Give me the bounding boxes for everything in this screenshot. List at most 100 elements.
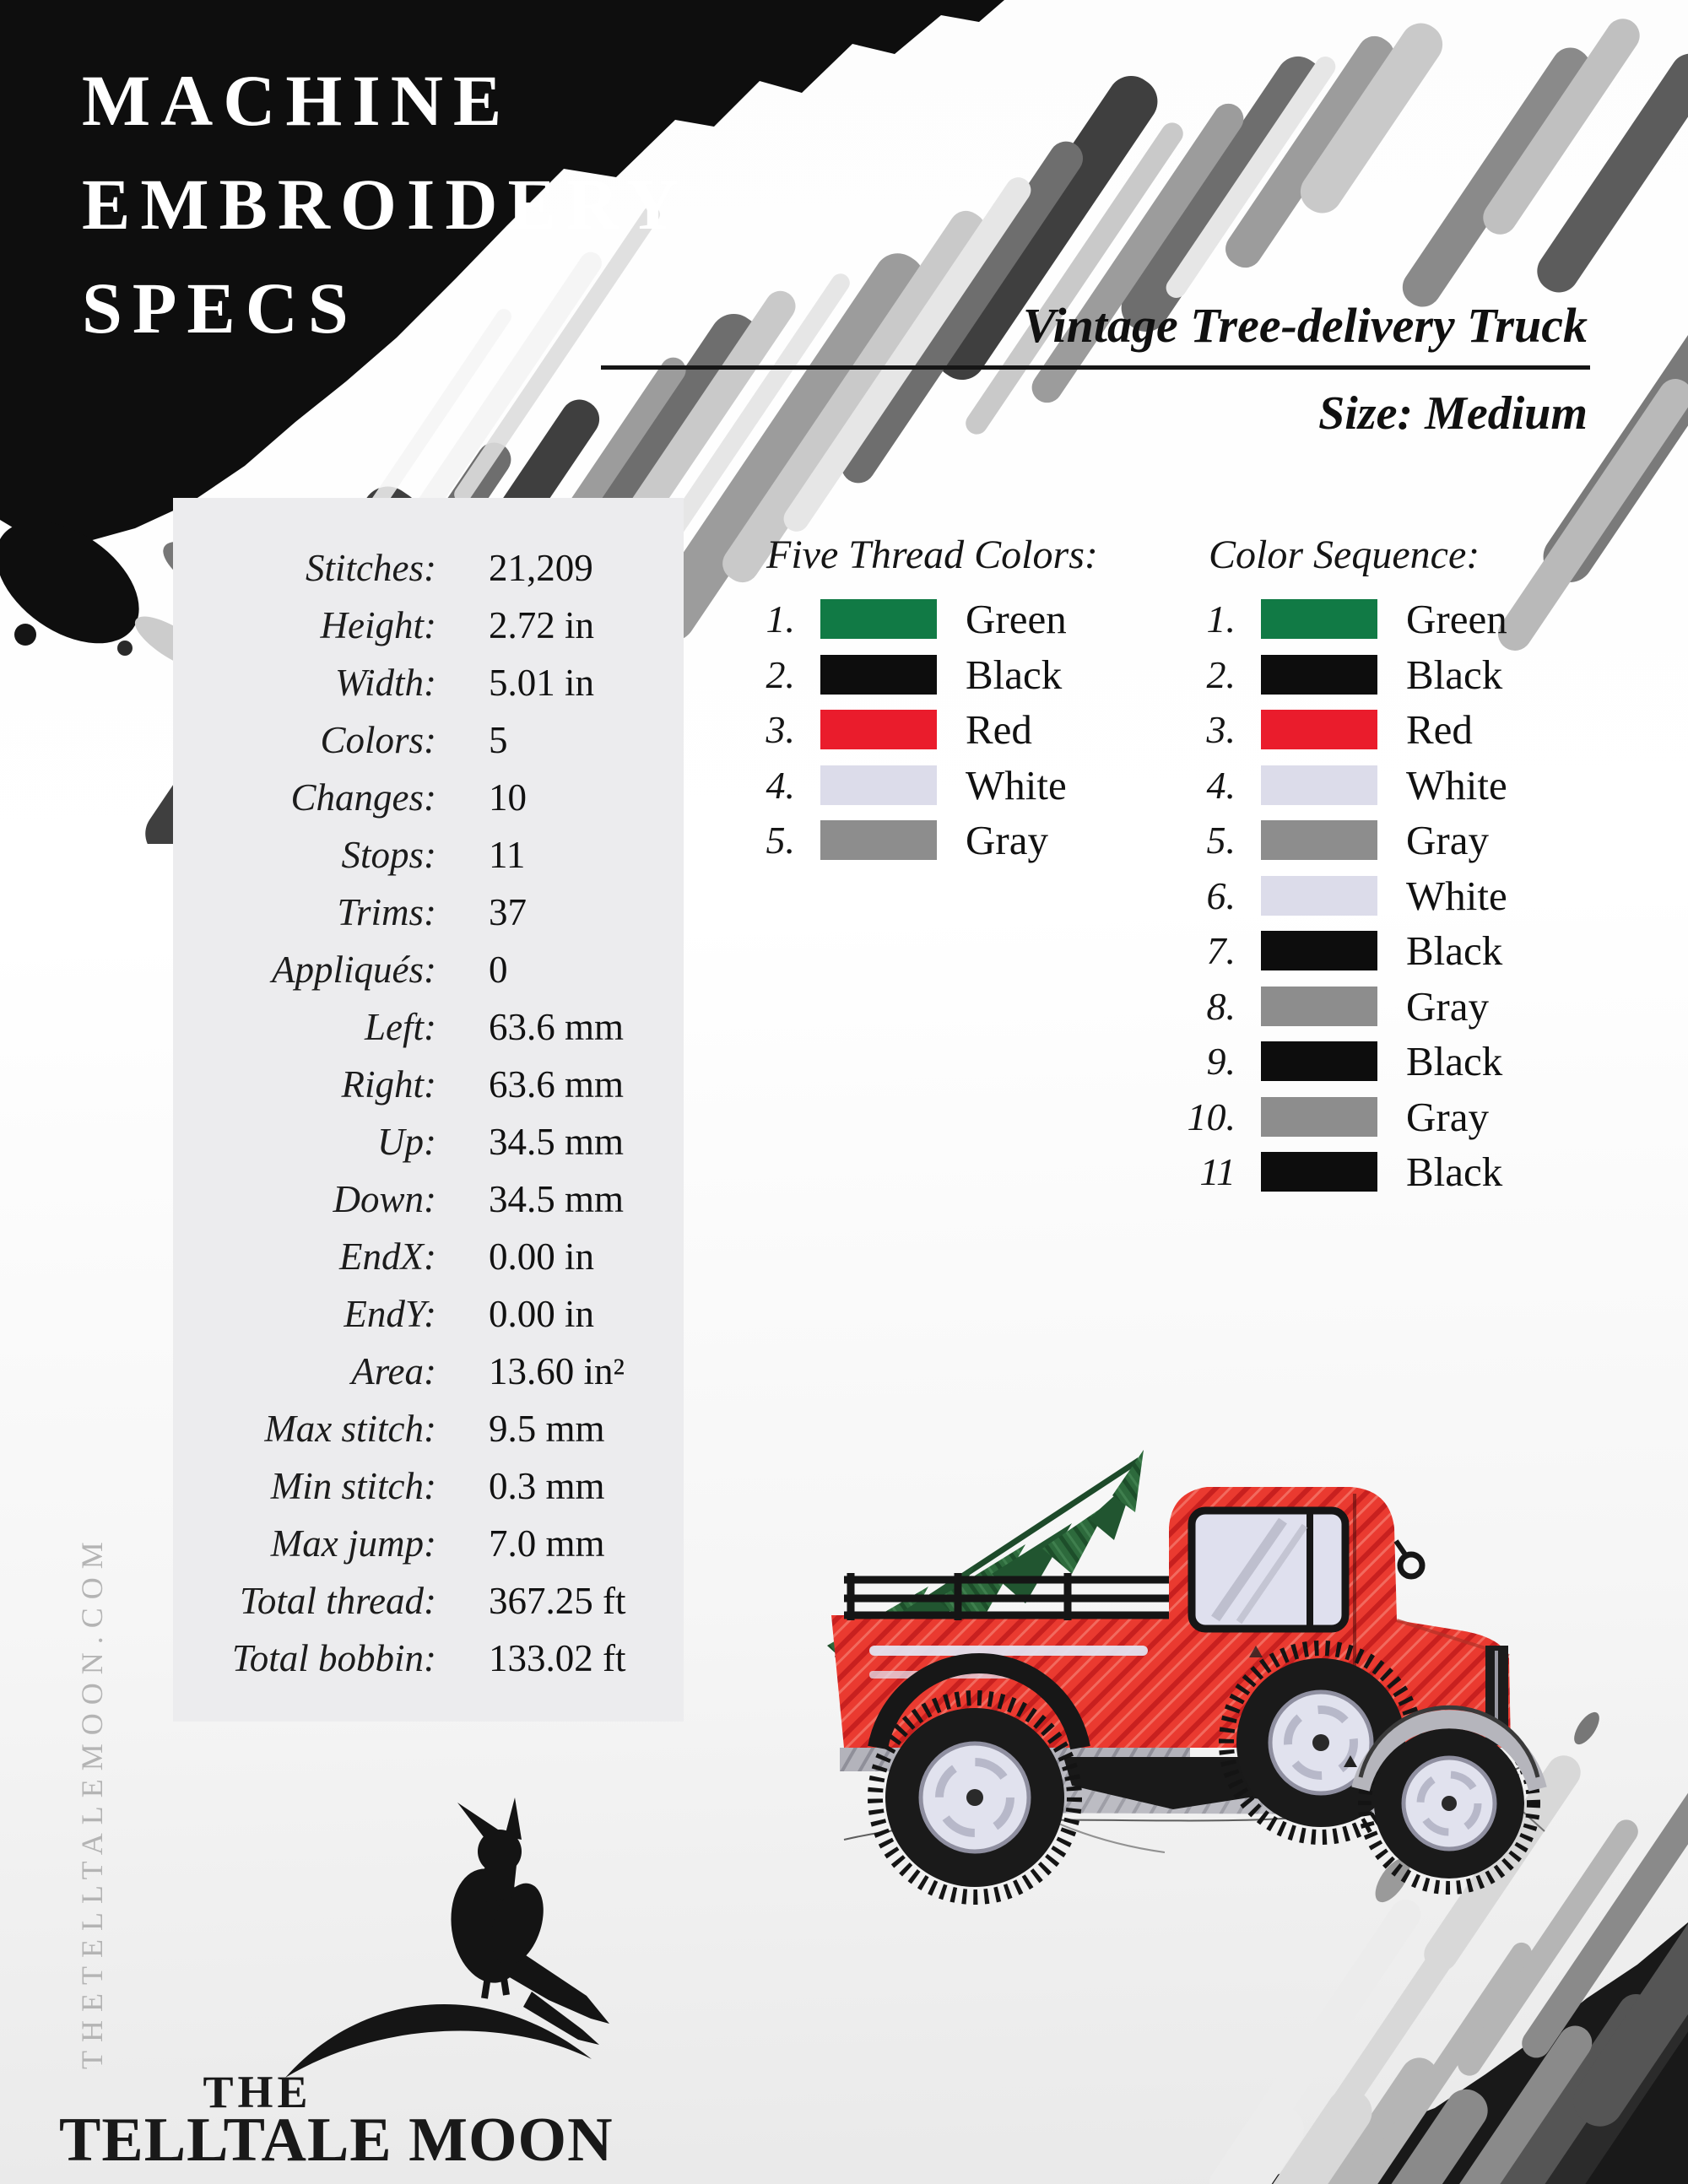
brand-name-telltale-moon: TELLTALE MOON: [59, 2106, 614, 2175]
page-title-line-3: SPECS: [82, 268, 359, 349]
color-sequence-swatch: [1261, 986, 1377, 1026]
thread-colors-heading: Five Thread Colors:: [766, 532, 1098, 577]
color-sequence-swatch: [1261, 710, 1377, 750]
color-sequence-swatch: [1261, 931, 1377, 971]
page-title-line-1: MACHINE: [82, 60, 512, 141]
thread-color-row: 1. Green: [736, 592, 1067, 647]
spec-row: Area: 13.60 in²: [173, 1343, 684, 1400]
spec-label: Total thread:: [240, 1580, 436, 1622]
color-sequence-name: Gray: [1406, 817, 1489, 864]
spec-value: 5: [489, 719, 508, 761]
color-sequence-row: 5. Gray: [1168, 813, 1507, 868]
front-wheel: [1358, 1712, 1540, 1895]
spec-label: Appliqués:: [272, 949, 436, 991]
color-sequence-name: Red: [1406, 706, 1473, 754]
color-sequence-swatch: [1261, 875, 1377, 916]
spec-row: Width: 5.01 in: [173, 654, 684, 711]
color-sequence-row: 1. Green: [1168, 592, 1507, 647]
spec-value: 34.5 mm: [489, 1178, 625, 1220]
color-sequence-row: 2. Black: [1168, 647, 1507, 703]
bed-rails: [844, 1573, 1190, 1620]
color-sequence-name: Black: [1406, 651, 1503, 698]
spec-label: Max stitch:: [264, 1408, 436, 1450]
crow-icon: [451, 1797, 609, 2045]
spec-label: Stitches:: [306, 547, 436, 589]
color-sequence-row: 4. White: [1168, 758, 1507, 814]
spec-value: 13.60 in²: [489, 1350, 625, 1392]
thread-color-swatch: [820, 599, 937, 640]
spec-label: EndY:: [344, 1293, 436, 1335]
design-name: Vintage Tree-delivery Truck: [1023, 298, 1588, 353]
thread-color-name: Red: [966, 706, 1032, 754]
spec-value: 0.00 in: [489, 1293, 595, 1335]
spec-label: Down:: [333, 1178, 437, 1220]
spec-row: Total thread: 367.25 ft: [173, 1572, 684, 1630]
thread-color-row: 4. White: [736, 758, 1067, 814]
thread-color-swatch: [820, 710, 937, 750]
color-sequence-number: 10.: [1187, 1095, 1236, 1138]
spec-value: 63.6 mm: [489, 1006, 625, 1048]
spec-value: 0.00 in: [489, 1235, 595, 1278]
spec-label: Changes:: [290, 776, 437, 819]
spec-value: 367.25 ft: [489, 1580, 626, 1622]
spec-row: Height: 2.72 in: [173, 597, 684, 654]
spec-label: Right:: [341, 1063, 436, 1106]
spec-value: 11: [489, 834, 526, 876]
spec-row: Trims: 37: [173, 884, 684, 941]
color-sequence-row: 9. Black: [1168, 1034, 1507, 1089]
color-sequence-name: White: [1406, 872, 1507, 919]
thread-color-name: Gray: [966, 817, 1048, 864]
spec-row: Appliqués: 0: [173, 941, 684, 998]
spec-row: EndY: 0.00 in: [173, 1285, 684, 1343]
spec-value: 34.5 mm: [489, 1121, 625, 1163]
spec-row: Max jump: 7.0 mm: [173, 1515, 684, 1572]
spec-label: Stops:: [341, 834, 437, 876]
spec-label: Up:: [377, 1121, 436, 1163]
spec-row: Min stitch: 0.3 mm: [173, 1457, 684, 1515]
thread-color-name: Black: [966, 651, 1063, 698]
spec-label: Height:: [320, 604, 436, 646]
spec-label: Width:: [335, 662, 436, 704]
thread-color-number: 5.: [766, 819, 796, 862]
color-sequence-row: 6. White: [1168, 868, 1507, 924]
color-sequence-number: 1.: [1206, 597, 1236, 641]
thread-color-swatch: [820, 654, 937, 695]
color-sequence-row: 11 Black: [1168, 1144, 1507, 1200]
thread-color-number: 3.: [766, 708, 796, 752]
spec-row: Down: 34.5 mm: [173, 1170, 684, 1228]
color-sequence-name: Gray: [1406, 982, 1489, 1030]
thread-color-number: 4.: [766, 763, 796, 807]
color-sequence-list: 1. Green 2. Black 3. Red 4. White 5. Gra…: [1168, 592, 1507, 1200]
thread-color-row: 5. Gray: [736, 813, 1067, 868]
color-sequence-number: 11: [1199, 1150, 1236, 1194]
brush-texture-bottom-right: [1110, 1667, 1688, 2184]
thread-color-name: Green: [966, 596, 1067, 643]
color-sequence-number: 2.: [1206, 652, 1236, 696]
color-sequence-swatch: [1261, 654, 1377, 695]
color-sequence-number: 8.: [1206, 984, 1236, 1028]
spec-row: Changes: 10: [173, 769, 684, 826]
color-sequence-name: Black: [1406, 1149, 1503, 1196]
header-divider: [601, 365, 1590, 370]
spec-label: EndX:: [339, 1235, 436, 1278]
thread-color-number: 1.: [766, 597, 796, 641]
truck-embroidery-preview: [827, 1450, 1547, 1905]
spec-value: 133.02 ft: [489, 1637, 626, 1679]
thread-color-row: 3. Red: [736, 702, 1067, 758]
spec-row: Stops: 11: [173, 826, 684, 884]
color-sequence-name: Black: [1406, 927, 1503, 975]
color-sequence-number: 9.: [1206, 1040, 1236, 1084]
spec-label: Min stitch:: [270, 1465, 436, 1507]
color-sequence-name: Gray: [1406, 1093, 1489, 1140]
spec-value: 10: [489, 776, 527, 819]
thread-color-row: 2. Black: [736, 647, 1067, 703]
color-sequence-swatch: [1261, 820, 1377, 861]
thread-color-name: White: [966, 761, 1067, 808]
spec-row: Total bobbin: 133.02 ft: [173, 1630, 684, 1687]
color-sequence-row: 10. Gray: [1168, 1089, 1507, 1145]
color-sequence-number: 5.: [1206, 819, 1236, 862]
spec-value: 2.72 in: [489, 604, 595, 646]
crow-moon-logo: [285, 1797, 609, 2078]
color-sequence-swatch: [1261, 1041, 1377, 1082]
